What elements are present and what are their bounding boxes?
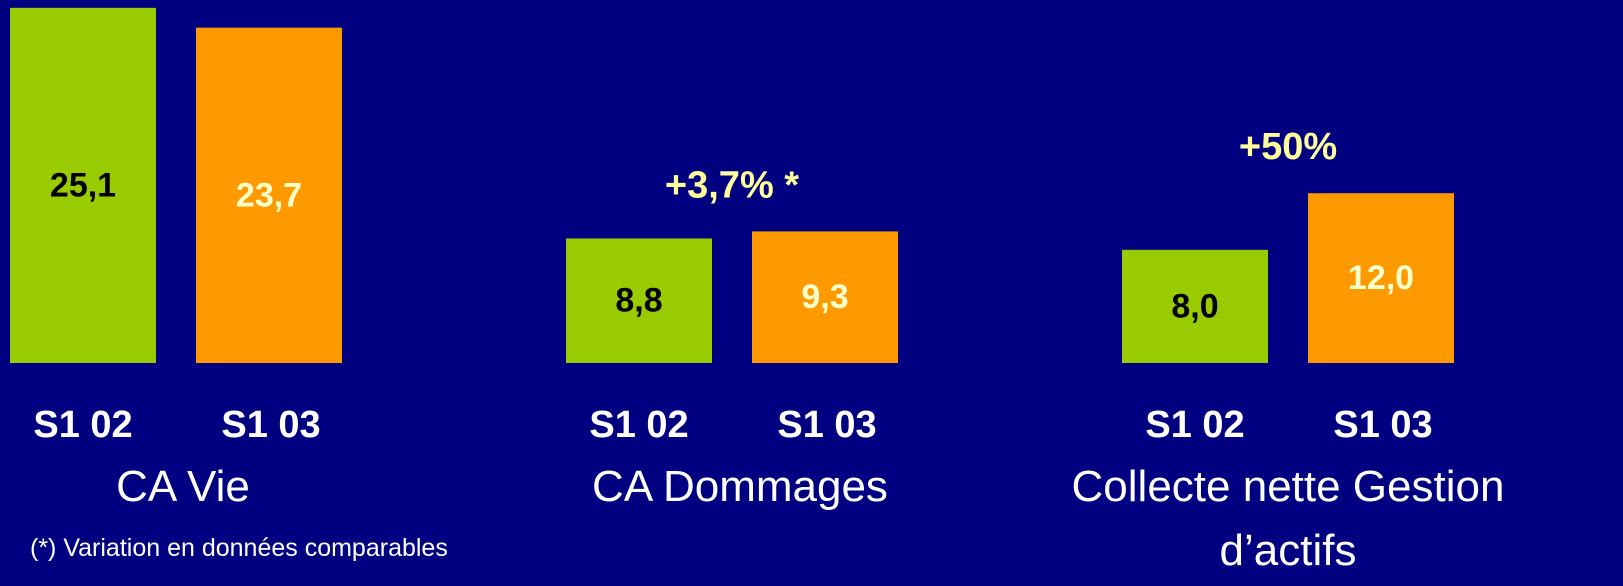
chart-title: CA Dommages bbox=[592, 462, 888, 511]
value-label: 8,8 bbox=[615, 282, 662, 320]
value-label: 8,0 bbox=[1171, 287, 1218, 325]
bar bbox=[752, 231, 898, 363]
annotation: +50% bbox=[1239, 126, 1337, 168]
value-label: 25,1 bbox=[50, 166, 116, 204]
category-label: S1 03 bbox=[1333, 404, 1432, 446]
bar bbox=[1122, 249, 1268, 363]
bar bbox=[10, 7, 156, 364]
category-label: S1 03 bbox=[221, 404, 320, 446]
bar bbox=[1308, 193, 1454, 363]
value-label: 12,0 bbox=[1348, 259, 1414, 297]
annotation: +3,7% * bbox=[665, 164, 799, 206]
bar bbox=[566, 238, 712, 363]
category-label: S1 02 bbox=[589, 404, 688, 446]
chart-title: CA Vie bbox=[116, 462, 250, 511]
value-label: 23,7 bbox=[236, 176, 302, 214]
bar bbox=[196, 27, 342, 364]
category-label: S1 03 bbox=[777, 404, 876, 446]
footnote: (*) Variation en données comparables bbox=[30, 534, 448, 562]
category-label: S1 02 bbox=[1145, 404, 1244, 446]
value-label: 9,3 bbox=[801, 278, 848, 316]
chart-title: Collecte nette Gestion d’actifs bbox=[1071, 462, 1505, 575]
category-label: S1 02 bbox=[33, 404, 132, 446]
